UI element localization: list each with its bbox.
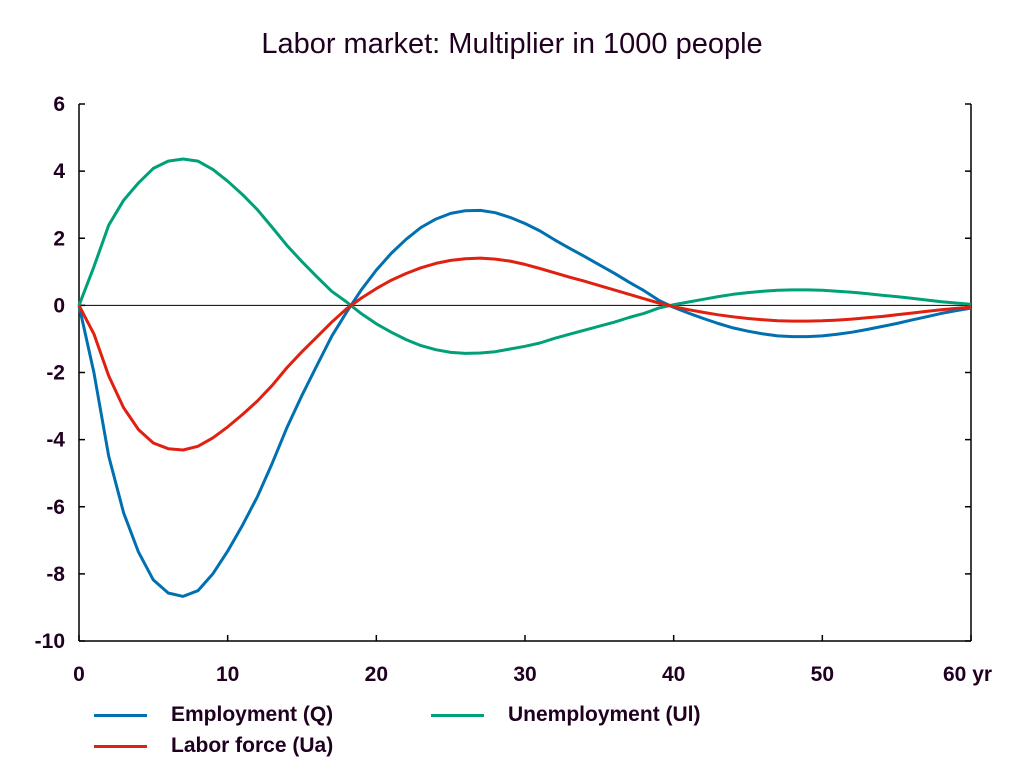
- series-line-unemployment-ul: [77, 157, 972, 355]
- axes: [78, 103, 972, 642]
- series-line-labor-force-ua: [77, 256, 972, 452]
- y-tick-label: 0: [53, 294, 65, 317]
- chart-title: Labor market: Multiplier in 1000 people: [261, 28, 763, 60]
- y-tick-label: 4: [53, 160, 65, 183]
- y-tick-label: 6: [53, 93, 65, 116]
- y-tick-label: -8: [46, 563, 65, 586]
- x-tick-label: 10: [216, 663, 239, 686]
- series-layer: [77, 157, 972, 598]
- y-tick-label: -6: [46, 496, 65, 519]
- x-tick-label: 60 yr: [943, 663, 992, 686]
- y-tick-label: 2: [53, 227, 65, 250]
- series-line-employment-q: [77, 208, 972, 598]
- x-tick-label: 0: [73, 663, 85, 686]
- x-tick-label: 50: [811, 663, 834, 686]
- x-tick-label: 40: [662, 663, 685, 686]
- x-tick-label: 30: [513, 663, 536, 686]
- x-tick-label: 20: [365, 663, 388, 686]
- y-tick-label: -10: [35, 630, 65, 653]
- y-tick-label: -4: [46, 429, 65, 452]
- y-tick-label: -2: [46, 362, 65, 385]
